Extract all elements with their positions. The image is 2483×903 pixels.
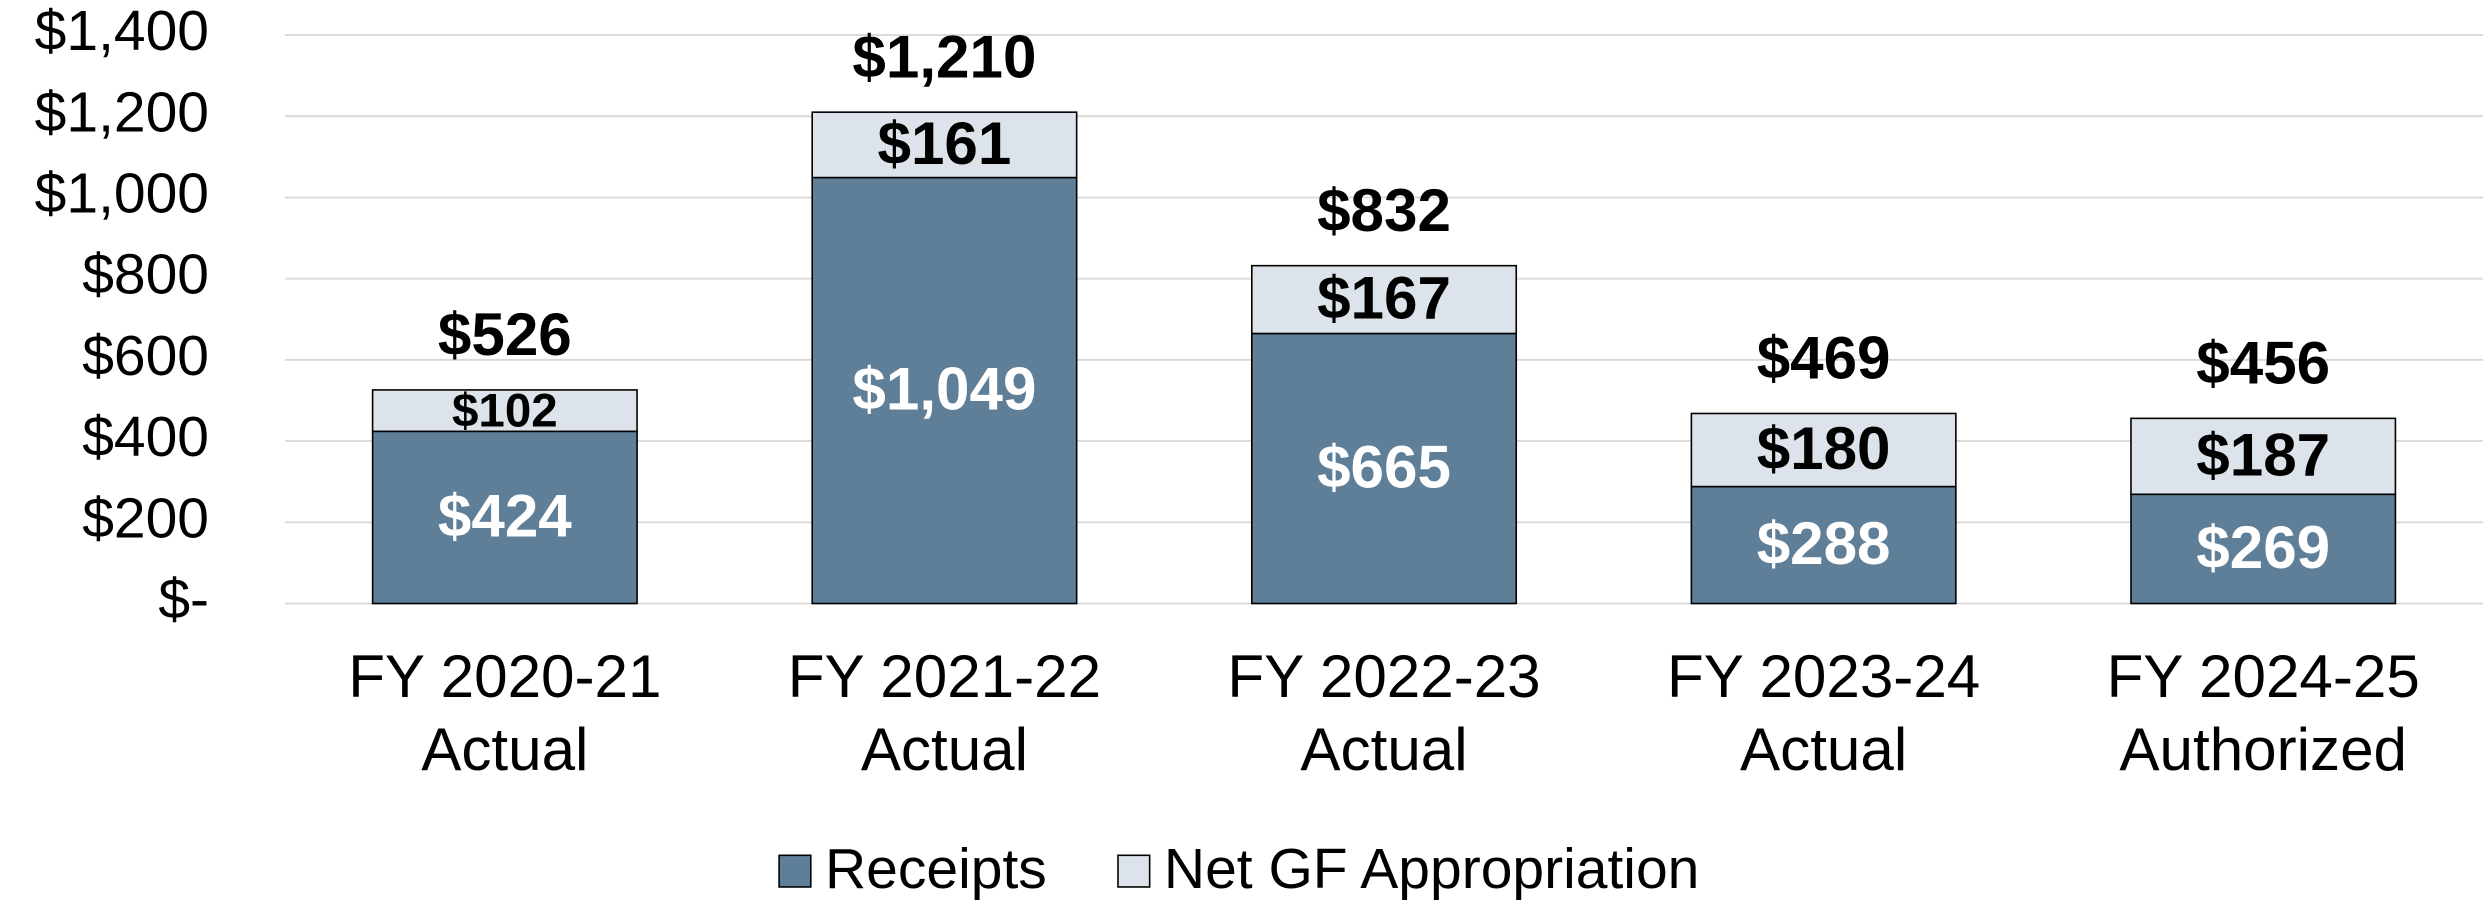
x-tick-label: Actual xyxy=(861,716,1028,783)
data-label: $167 xyxy=(1317,265,1451,332)
total-label: $456 xyxy=(2196,330,2330,397)
x-tick-label: Actual xyxy=(421,716,588,783)
data-label: $269 xyxy=(2196,514,2330,581)
y-tick-label: $600 xyxy=(82,324,209,388)
y-tick-label: $200 xyxy=(82,486,209,550)
bar-segment xyxy=(811,176,1078,605)
x-tick-label: Authorized xyxy=(2119,716,2407,783)
legend-label: Receipts xyxy=(825,837,1047,901)
bar-segment xyxy=(1251,332,1518,605)
x-tick-label: FY 2021-22 xyxy=(788,643,1101,710)
y-tick-label: $1,000 xyxy=(35,162,209,226)
total-label: $469 xyxy=(1757,324,1891,391)
x-tick-label: FY 2024-25 xyxy=(2107,643,2420,710)
bar-segment xyxy=(2130,493,2397,605)
bar-segment xyxy=(811,111,1078,179)
bar-segment xyxy=(2130,417,2397,496)
x-tick-label: FY 2023-24 xyxy=(1667,643,1980,710)
y-tick-label: $- xyxy=(158,568,209,632)
data-label: $1,049 xyxy=(852,356,1036,423)
data-label: $424 xyxy=(438,482,572,549)
legend-label: Net GF Appropriation xyxy=(1164,837,1699,901)
data-label: $102 xyxy=(452,384,558,437)
y-tick-label: $400 xyxy=(82,405,209,469)
y-tick-label: $1,400 xyxy=(35,0,209,63)
legend-swatch xyxy=(1117,854,1151,888)
bar-segment xyxy=(1690,412,1957,488)
data-label: $665 xyxy=(1317,434,1451,501)
bar-segment xyxy=(371,430,638,605)
x-tick-label: Actual xyxy=(1300,716,1467,783)
legend-swatch xyxy=(778,854,812,888)
total-label: $526 xyxy=(438,301,572,368)
data-label: $161 xyxy=(878,110,1012,177)
data-label: $187 xyxy=(2196,421,2330,488)
y-tick-label: $1,200 xyxy=(35,80,209,144)
x-tick-label: Actual xyxy=(1740,716,1907,783)
data-label: $288 xyxy=(1757,510,1891,577)
x-tick-label: FY 2020-21 xyxy=(348,643,661,710)
total-label: $832 xyxy=(1317,177,1451,244)
y-tick-label: $800 xyxy=(82,243,209,307)
bar-segment xyxy=(1251,264,1518,335)
x-tick-label: FY 2022-23 xyxy=(1227,643,1540,710)
bar-segment xyxy=(371,389,638,433)
data-label: $180 xyxy=(1757,415,1891,482)
total-label: $1,210 xyxy=(852,23,1036,90)
